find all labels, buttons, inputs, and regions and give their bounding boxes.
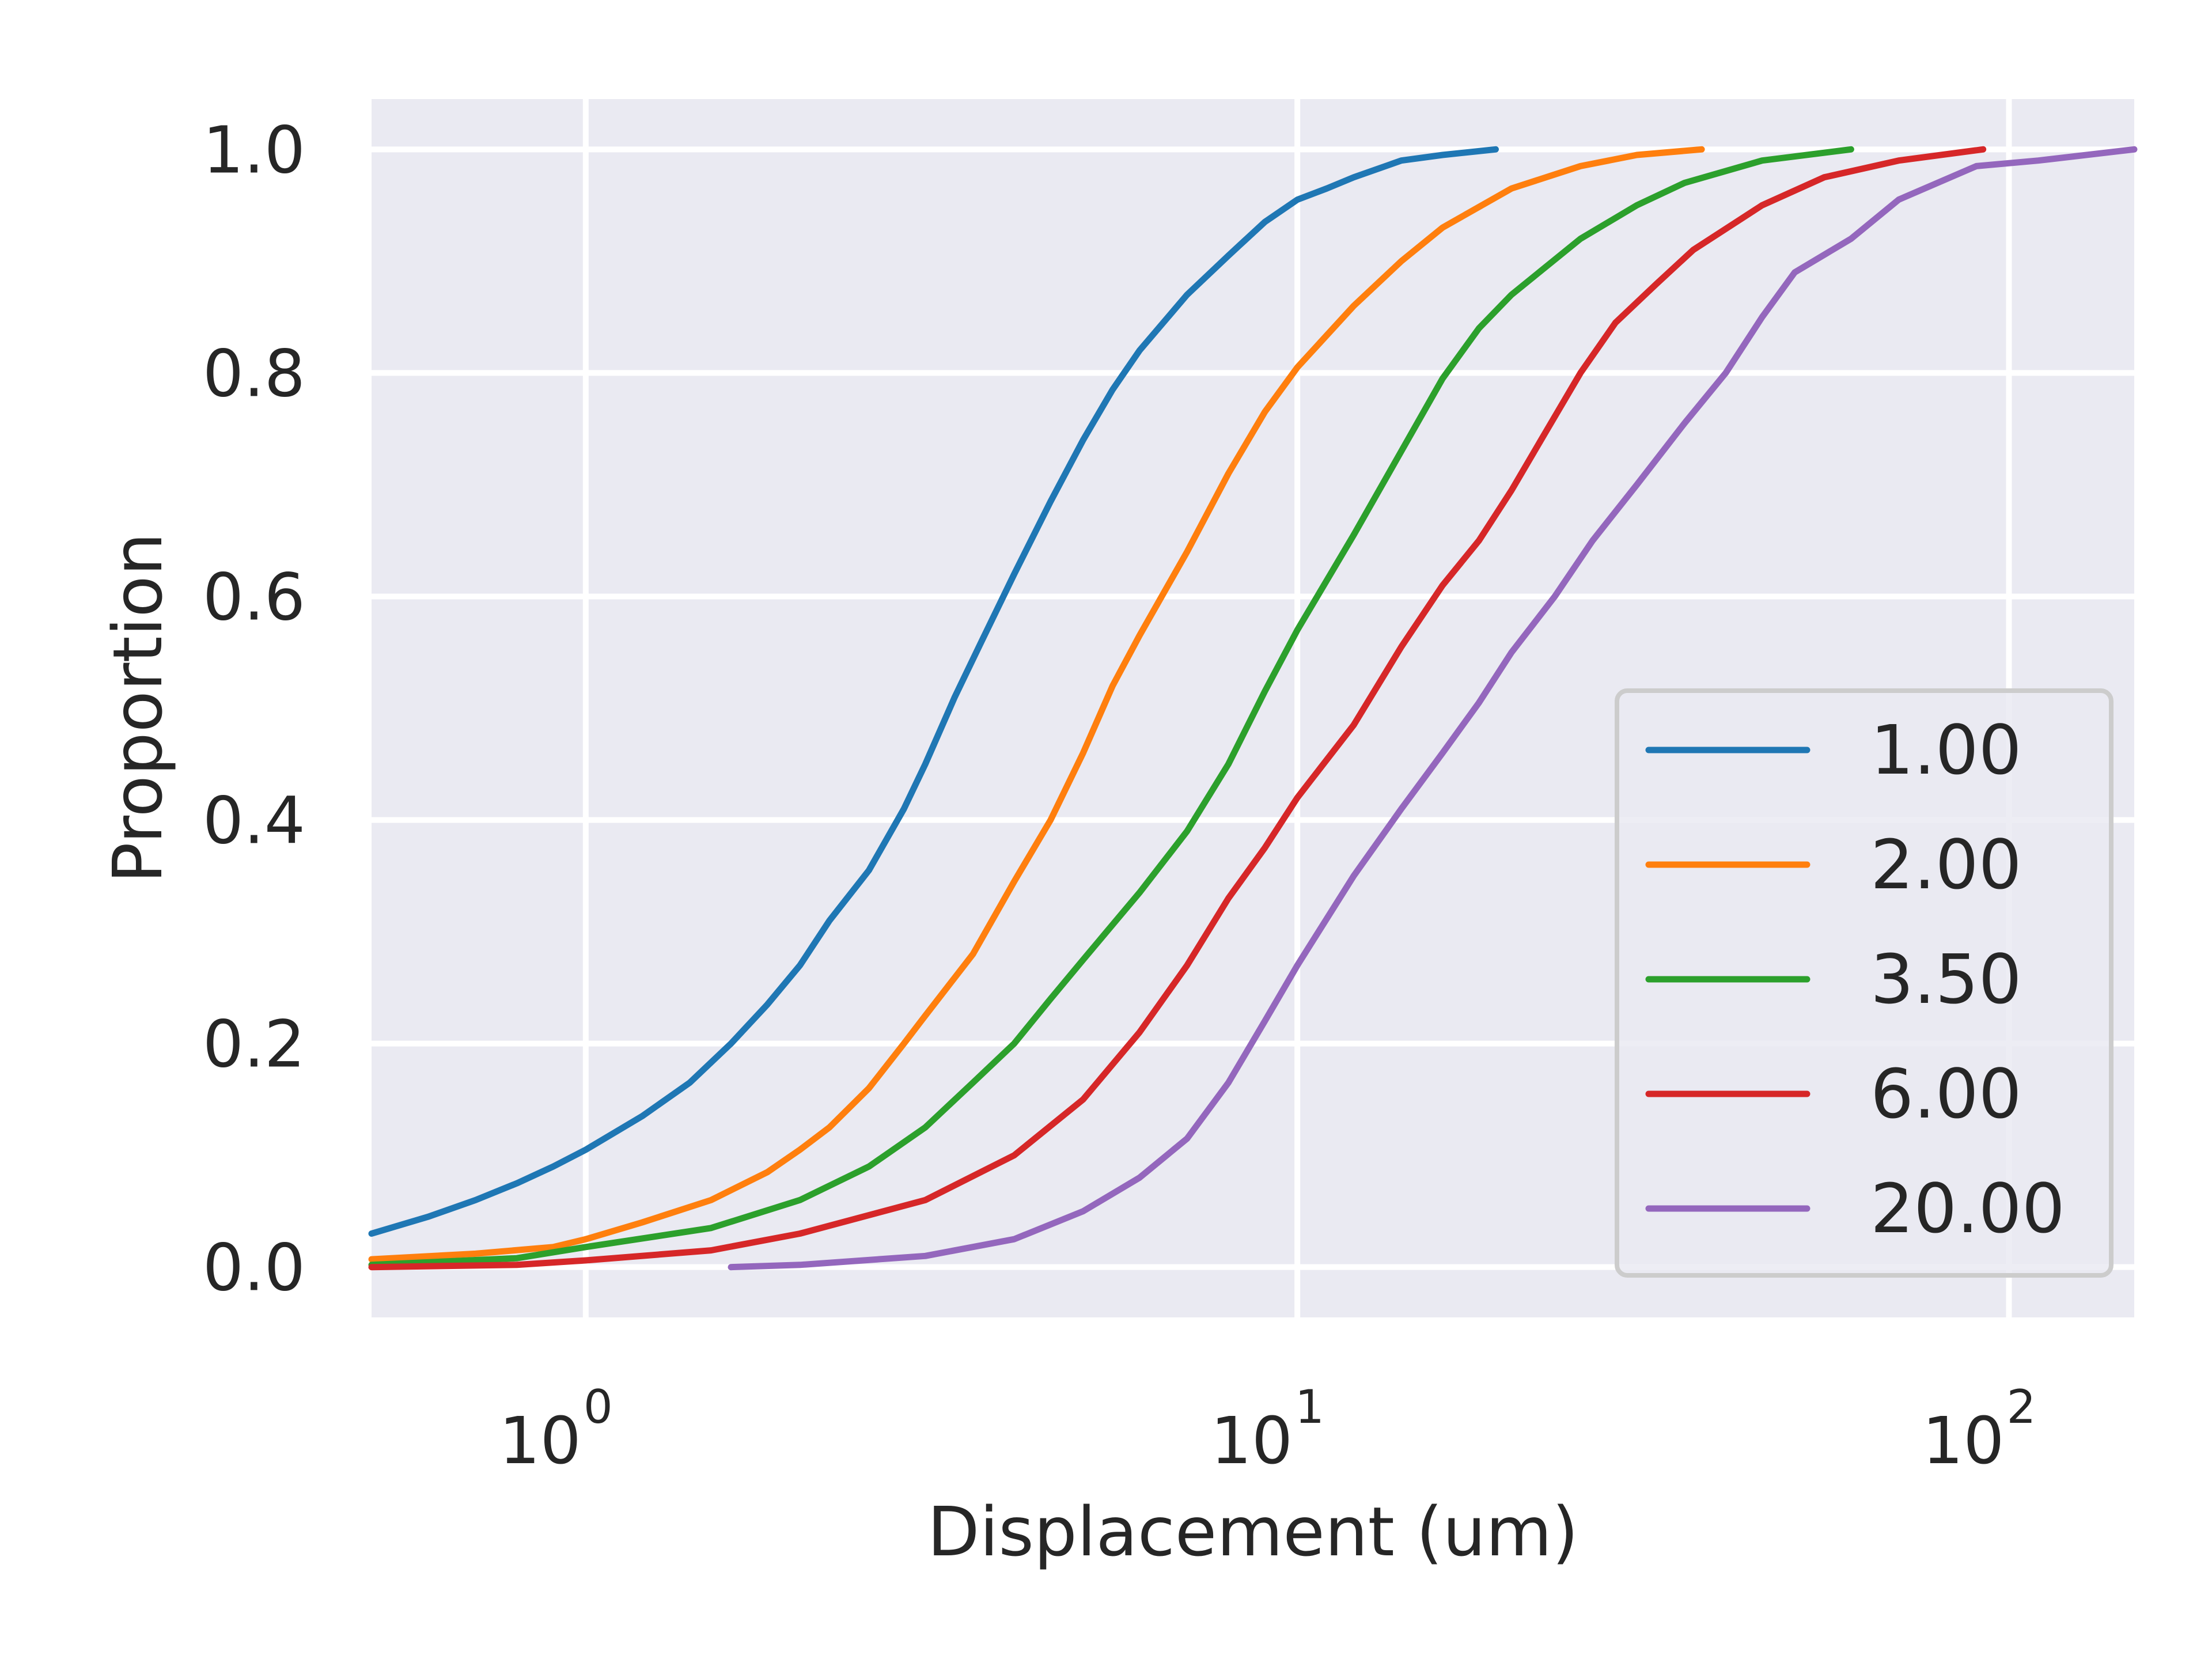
x-tick-label: 10 1: [1211, 1380, 1324, 1479]
series-line-3.50: [368, 146, 1854, 1268]
x-tick-exponent: 1: [1295, 1380, 1324, 1434]
y-tick-label: 0.2: [203, 1007, 305, 1082]
x-tick-label: 10 2: [1922, 1380, 2036, 1479]
legend-label: 3.50: [1870, 940, 2022, 1019]
legend-frame: [1615, 688, 2113, 1278]
x-tick-base: 10: [499, 1404, 581, 1479]
series-line-20.00: [728, 146, 2138, 1271]
y-tick-labels: 0.0 0.2 0.4 0.6 0.8 1.0: [203, 113, 305, 1305]
x-tick-exponent: 2: [2006, 1380, 2036, 1434]
legend-label: 6.00: [1870, 1054, 2022, 1134]
y-tick-label: 1.0: [203, 113, 305, 188]
y-tick-label: 0.8: [203, 336, 305, 411]
x-tick-base: 10: [1922, 1404, 2005, 1479]
legend-label: 2.00: [1870, 825, 2022, 904]
series-line-2.00: [368, 146, 1705, 1263]
x-tick-exponent: 0: [584, 1380, 613, 1434]
legend: 1.00 2.00 3.50 6.00 20.00: [1615, 688, 2113, 1278]
legend-label: 1.00: [1870, 710, 2022, 790]
x-tick-base: 10: [1211, 1404, 1293, 1479]
y-tick-label: 0.6: [203, 560, 305, 635]
y-axis-label: Proportion: [98, 533, 177, 884]
x-tick-labels: 10 0 10 1 10 2: [499, 1380, 2036, 1479]
legend-label: 20.00: [1870, 1169, 2065, 1248]
x-tick-label: 10 0: [499, 1380, 612, 1479]
series-line-1.00: [368, 146, 1499, 1237]
series-lines: [368, 146, 2138, 1271]
y-tick-label: 0.0: [203, 1231, 305, 1306]
series-line-6.00: [368, 146, 1987, 1271]
x-axis-label: Displacement (um): [927, 1492, 1579, 1571]
y-tick-label: 0.4: [203, 784, 305, 859]
